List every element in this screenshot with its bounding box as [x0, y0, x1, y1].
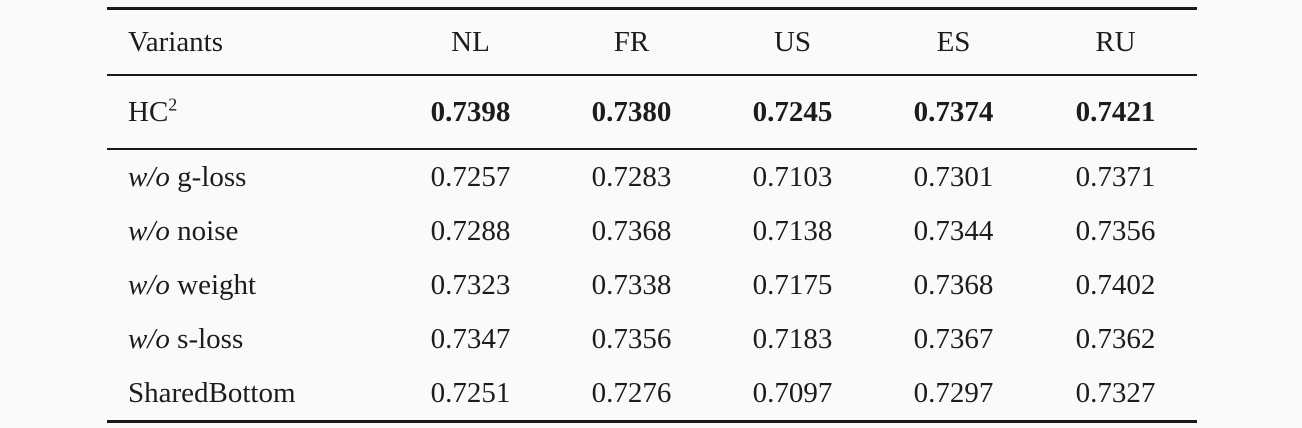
hc2-label-base: HC: [128, 96, 169, 128]
metric-cell-weight-fr: 0.7338: [591, 269, 672, 301]
row-label-text: s-loss: [169, 323, 244, 355]
metric-cell-sharedbottom-us: 0.7097: [752, 377, 833, 409]
metric-cell-hc2-fr: 0.7380: [591, 96, 672, 128]
metric-cell-weight-es: 0.7368: [913, 269, 994, 301]
ablation-results-table: Variants NL FR US ES RU HC2 0.7398 0.738…: [107, 7, 1197, 423]
wo-prefix: w/o: [128, 323, 170, 355]
row-label-text: weight: [169, 269, 257, 301]
column-header-us: US: [773, 26, 812, 58]
metric-cell-s-loss-us: 0.7183: [752, 323, 833, 355]
metric-cell-g-loss-ru: 0.7371: [1075, 161, 1156, 193]
column-header-variants: Variants: [128, 26, 224, 58]
row-label-text: noise: [169, 215, 239, 247]
row-label-wo-weight: w/o weight: [107, 258, 390, 312]
hc2-superscript: 2: [168, 94, 178, 115]
row-label-sharedbottom: SharedBottom: [107, 366, 390, 422]
metric-cell-g-loss-us: 0.7103: [752, 161, 833, 193]
column-header-nl: NL: [451, 26, 490, 58]
metric-cell-sharedbottom-ru: 0.7327: [1075, 377, 1156, 409]
table-row-wo-g-loss: w/o g-loss 0.7257 0.7283 0.7103 0.7301 0…: [107, 149, 1197, 204]
metric-cell-hc2-us: 0.7245: [752, 96, 833, 128]
row-label-hc2: HC2: [107, 75, 390, 149]
row-label-wo-s-loss: w/o s-loss: [107, 312, 390, 366]
table-row-wo-weight: w/o weight 0.7323 0.7338 0.7175 0.7368 0…: [107, 258, 1197, 312]
row-label-wo-noise: w/o noise: [107, 204, 390, 258]
metric-cell-noise-fr: 0.7368: [591, 215, 672, 247]
header-row: Variants NL FR US ES RU: [107, 9, 1197, 75]
table-row-wo-noise: w/o noise 0.7288 0.7368 0.7138 0.7344 0.…: [107, 204, 1197, 258]
metric-cell-g-loss-nl: 0.7257: [430, 161, 511, 193]
column-header-ru: RU: [1095, 26, 1136, 58]
metric-cell-hc2-es: 0.7374: [913, 96, 994, 128]
metric-cell-s-loss-nl: 0.7347: [430, 323, 511, 355]
wo-prefix: w/o: [128, 269, 170, 301]
wo-prefix: w/o: [128, 215, 170, 247]
metric-cell-weight-nl: 0.7323: [430, 269, 511, 301]
column-header-es: ES: [936, 26, 971, 58]
metric-cell-s-loss-ru: 0.7362: [1075, 323, 1156, 355]
metric-cell-hc2-nl: 0.7398: [430, 96, 511, 128]
metric-cell-noise-nl: 0.7288: [430, 215, 511, 247]
metric-cell-weight-us: 0.7175: [752, 269, 833, 301]
metric-cell-sharedbottom-nl: 0.7251: [430, 377, 511, 409]
row-label-wo-g-loss: w/o g-loss: [107, 149, 390, 204]
metric-cell-noise-ru: 0.7356: [1075, 215, 1156, 247]
metric-cell-g-loss-es: 0.7301: [913, 161, 994, 193]
row-label-text: SharedBottom: [128, 377, 296, 409]
table-row-wo-s-loss: w/o s-loss 0.7347 0.7356 0.7183 0.7367 0…: [107, 312, 1197, 366]
metric-cell-sharedbottom-es: 0.7297: [913, 377, 994, 409]
metric-cell-g-loss-fr: 0.7283: [591, 161, 672, 193]
row-label-text: g-loss: [169, 161, 247, 193]
table-row-hc2: HC2 0.7398 0.7380 0.7245 0.7374 0.7421: [107, 75, 1197, 149]
wo-prefix: w/o: [128, 161, 170, 193]
metric-cell-sharedbottom-fr: 0.7276: [591, 377, 672, 409]
table-row-sharedbottom: SharedBottom 0.7251 0.7276 0.7097 0.7297…: [107, 366, 1197, 422]
metric-cell-s-loss-es: 0.7367: [913, 323, 994, 355]
column-header-fr: FR: [613, 26, 650, 58]
metric-cell-noise-us: 0.7138: [752, 215, 833, 247]
metric-cell-hc2-ru: 0.7421: [1075, 96, 1156, 128]
metric-cell-s-loss-fr: 0.7356: [591, 323, 672, 355]
metric-cell-noise-es: 0.7344: [913, 215, 994, 247]
metric-cell-weight-ru: 0.7402: [1075, 269, 1156, 301]
